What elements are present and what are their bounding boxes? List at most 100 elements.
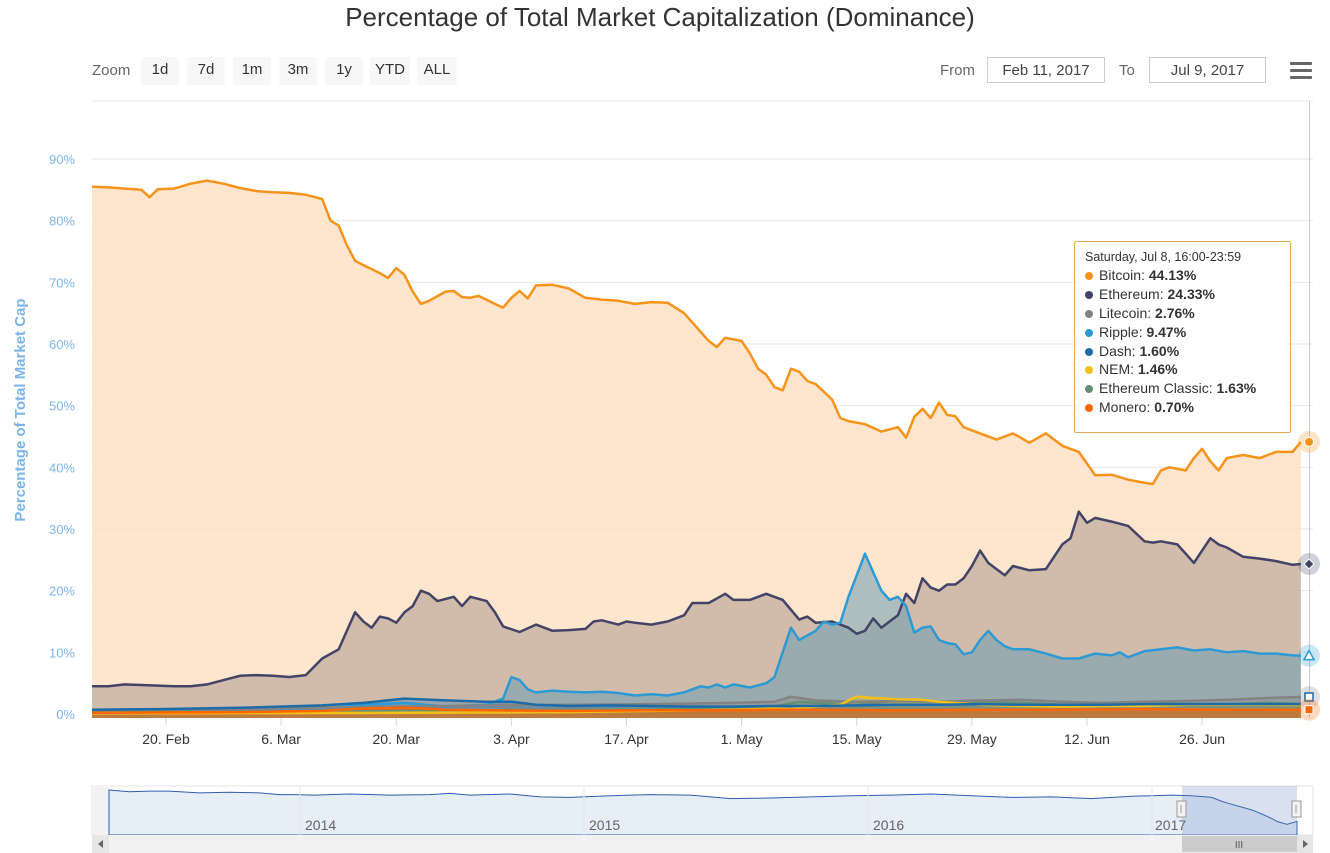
tooltip-row: Dash: 1.60% (1085, 343, 1280, 362)
legend-dot-icon (1085, 290, 1093, 299)
navigator-year-2017: 2017 (1155, 817, 1186, 833)
scrollbar[interactable]: III (92, 835, 1313, 853)
tooltip-row: Litecoin: 2.76% (1085, 305, 1280, 324)
chart-title: Percentage of Total Market Capitalizatio… (345, 2, 975, 32)
y-tick-label: 20% (49, 584, 75, 599)
tooltip-series-value: 44.13% (1148, 267, 1197, 283)
tooltip-series-value: 1.60% (1139, 342, 1180, 359)
tooltip-row: Bitcoin: 44.13% (1085, 267, 1280, 286)
legend-dot-icon (1085, 328, 1093, 337)
series-lines (91, 179, 1302, 715)
ripple-marker (1302, 649, 1316, 661)
tooltip-rows: Bitcoin: 44.13% Ethereum: 24.33% Litecoin:… (1085, 267, 1280, 418)
to-label: To (1119, 62, 1135, 79)
from-label: From (940, 62, 975, 79)
tooltip-series-value: 0.70% (1154, 399, 1194, 416)
tooltip-series-name: Dash: (1099, 342, 1140, 359)
legend-dot-icon (1085, 347, 1093, 356)
tooltip-series-value: 1.63% (1216, 380, 1257, 397)
to-date-input[interactable]: Jul 9, 2017 (1149, 57, 1266, 83)
tooltip-row: Monero: 0.70% (1085, 399, 1280, 418)
legend-dot-icon (1085, 385, 1093, 394)
x-tick-label: 17. Apr (604, 731, 649, 747)
zoom-1y-button[interactable]: 1y (325, 57, 363, 85)
y-tick-label: 50% (49, 399, 75, 414)
from-date-input[interactable]: Feb 11, 2017 (987, 57, 1105, 83)
legend-dot-icon (1085, 404, 1093, 413)
x-tick-label: 3. Apr (493, 731, 530, 747)
legend-dot-icon (1085, 309, 1093, 318)
bitcoin-line (91, 179, 1302, 486)
zoom-1d-button[interactable]: 1d (141, 57, 179, 85)
tooltip: Saturday, Jul 8, 16:00-23:59 Bitcoin: 44… (1074, 241, 1291, 433)
tooltip-row: Ethereum Classic: 1.63% (1085, 380, 1280, 399)
navigator-year-2015: 2015 (589, 817, 620, 833)
y-tick-label: 60% (49, 337, 75, 352)
dash-line (91, 697, 1301, 711)
monero-marker (1304, 705, 1314, 715)
chevron-right-icon (1303, 840, 1308, 848)
tooltip-row: Ethereum: 24.33% (1085, 286, 1280, 305)
ripple-line (91, 552, 1301, 713)
navigator-series (108, 789, 1298, 836)
y-axis-ticks: 0% 10% 20% 30% 40% 50% 60% 70% 80% 90% (49, 152, 75, 722)
litecoin-line (91, 695, 1301, 711)
tooltip-series-value: 24.33% (1167, 285, 1215, 302)
bitcoin-marker (1304, 436, 1314, 447)
zoom-1m-button[interactable]: 1m (233, 57, 271, 85)
tooltip-row: NEM: 1.46% (1085, 361, 1280, 380)
navigator-year-2014: 2014 (305, 817, 336, 833)
tooltip-series-value: 9.47% (1146, 323, 1187, 340)
navigator-year-2016: 2016 (873, 817, 904, 833)
x-tick-label: 1. May (721, 731, 763, 747)
monero-line (91, 706, 1301, 715)
x-tick-label: 26. Jun (1179, 731, 1225, 747)
y-tick-label: 80% (49, 214, 75, 229)
tooltip-series-name: Ethereum Classic: (1099, 380, 1217, 397)
x-axis-ticks: 20. Feb 6. Mar 20. Mar 3. Apr 17. Apr 1. May 1… (142, 718, 1225, 747)
navigator-left-pad (92, 786, 109, 835)
tooltip-series-name: NEM: (1099, 361, 1138, 378)
scrollbar-grip: III (1235, 840, 1243, 851)
ethereum-line (92, 510, 1301, 688)
zoom-label: Zoom (92, 62, 131, 79)
tooltip-series-name: Bitcoin: (1099, 267, 1149, 283)
x-tick-label: 29. May (947, 731, 997, 747)
tooltip-header: Saturday, Jul 8, 16:00-23:59 (1085, 250, 1242, 264)
zoom-7d-button[interactable]: 7d (187, 57, 225, 85)
x-tick-label: 20. Mar (373, 731, 421, 747)
zoom-all-button[interactable]: ALL (417, 57, 457, 85)
y-axis-title: Percentage of Total Market Cap (12, 298, 29, 521)
y-tick-label: 30% (49, 522, 75, 537)
litecoin-marker (1304, 692, 1314, 702)
zoom-3m-button[interactable]: 3m (279, 57, 317, 85)
y-tick-label: 90% (49, 152, 75, 167)
chevron-left-icon (98, 840, 103, 848)
x-tick-label: 15. May (832, 731, 882, 747)
scrollbar-track[interactable] (92, 835, 1313, 853)
hamburger-menu-icon[interactable] (1290, 62, 1312, 80)
ripple-area (92, 553, 1301, 718)
y-tick-label: 0% (56, 707, 75, 722)
y-tick-label: 40% (49, 460, 75, 475)
y-tick-label: 10% (49, 645, 75, 660)
tooltip-series-value: 1.46% (1137, 361, 1178, 378)
legend-dot-icon (1085, 366, 1093, 375)
x-tick-label: 12. Jun (1064, 731, 1110, 747)
hover-markers (1298, 430, 1320, 721)
tooltip-series-name: Litecoin: (1099, 304, 1156, 321)
tooltip-row: Ripple: 9.47% (1085, 324, 1280, 343)
ethereum-marker (1303, 558, 1315, 570)
navigator[interactable]: 2014 2015 2016 2017 (91, 785, 1314, 836)
x-tick-label: 20. Feb (142, 731, 190, 747)
tooltip-series-value: 2.76% (1155, 304, 1195, 321)
tooltip-series-name: Monero: (1099, 399, 1155, 416)
navigator-selection[interactable] (1182, 786, 1297, 835)
legend-dot-icon (1085, 272, 1093, 280)
zoom-ytd-button[interactable]: YTD (370, 57, 410, 85)
y-tick-label: 70% (49, 275, 75, 290)
scrollbar-thumb[interactable] (1182, 836, 1297, 852)
tooltip-series-name: Ethereum: (1099, 285, 1168, 302)
x-tick-label: 6. Mar (261, 731, 301, 747)
